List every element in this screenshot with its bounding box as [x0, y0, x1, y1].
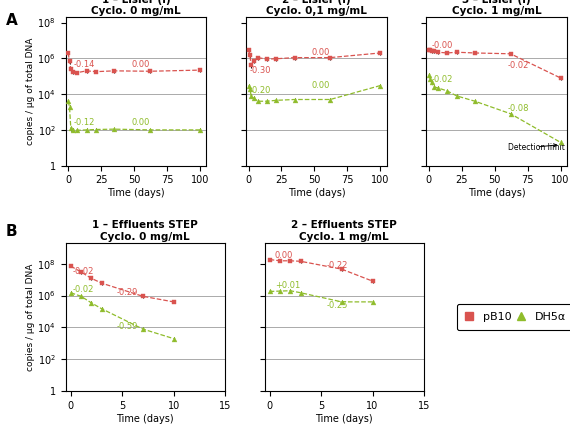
Y-axis label: copies / µg of total DNA: copies / µg of total DNA	[26, 38, 35, 145]
Text: -0.20: -0.20	[250, 86, 271, 95]
Text: Detection limit: Detection limit	[508, 142, 565, 151]
Text: -0.02: -0.02	[431, 74, 453, 83]
Title: 1 – Lisier (l)
Cyclo. 0 mg/mL: 1 – Lisier (l) Cyclo. 0 mg/mL	[91, 0, 181, 16]
Title: 2 – Lisier (l)
Cyclo. 0,1 mg/mL: 2 – Lisier (l) Cyclo. 0,1 mg/mL	[266, 0, 367, 16]
Text: 0.00: 0.00	[132, 118, 150, 127]
Text: 0.00: 0.00	[275, 252, 293, 261]
Text: 0.00: 0.00	[312, 49, 330, 58]
Legend: pB10, DH5α: pB10, DH5α	[457, 304, 570, 330]
X-axis label: Time (days): Time (days)	[315, 414, 373, 424]
Text: 0.00: 0.00	[132, 60, 150, 69]
Text: 0.00: 0.00	[312, 81, 330, 90]
Title: 3 – Lisier (l)
Cyclo. 1 mg/mL: 3 – Lisier (l) Cyclo. 1 mg/mL	[452, 0, 542, 16]
X-axis label: Time (days): Time (days)	[116, 414, 174, 424]
Text: -0.59: -0.59	[117, 322, 139, 331]
Text: -0.02: -0.02	[73, 285, 94, 294]
X-axis label: Time (days): Time (days)	[107, 188, 165, 198]
Text: +0.01: +0.01	[275, 281, 300, 290]
Text: -0.00: -0.00	[431, 41, 453, 50]
Text: -0.12: -0.12	[74, 118, 95, 127]
Text: -0.30: -0.30	[250, 66, 271, 75]
Title: 2 – Effluents STEP
Cyclo. 1 mg/mL: 2 – Effluents STEP Cyclo. 1 mg/mL	[291, 221, 397, 242]
Text: -0.25: -0.25	[326, 301, 348, 310]
Text: -0.02: -0.02	[508, 61, 530, 70]
Text: -0.14: -0.14	[74, 60, 95, 69]
X-axis label: Time (days): Time (days)	[468, 188, 526, 198]
Text: B: B	[6, 224, 17, 239]
Text: A: A	[6, 13, 18, 28]
Text: -0.22: -0.22	[326, 261, 348, 270]
Text: -0.29: -0.29	[117, 288, 139, 297]
Title: 1 – Effluents STEP
Cyclo. 0 mg/mL: 1 – Effluents STEP Cyclo. 0 mg/mL	[92, 221, 198, 242]
X-axis label: Time (days): Time (days)	[287, 188, 345, 198]
Text: -0.08: -0.08	[508, 104, 530, 114]
Y-axis label: copies / µg of total DNA: copies / µg of total DNA	[26, 264, 35, 371]
Text: -0.02: -0.02	[73, 267, 94, 276]
